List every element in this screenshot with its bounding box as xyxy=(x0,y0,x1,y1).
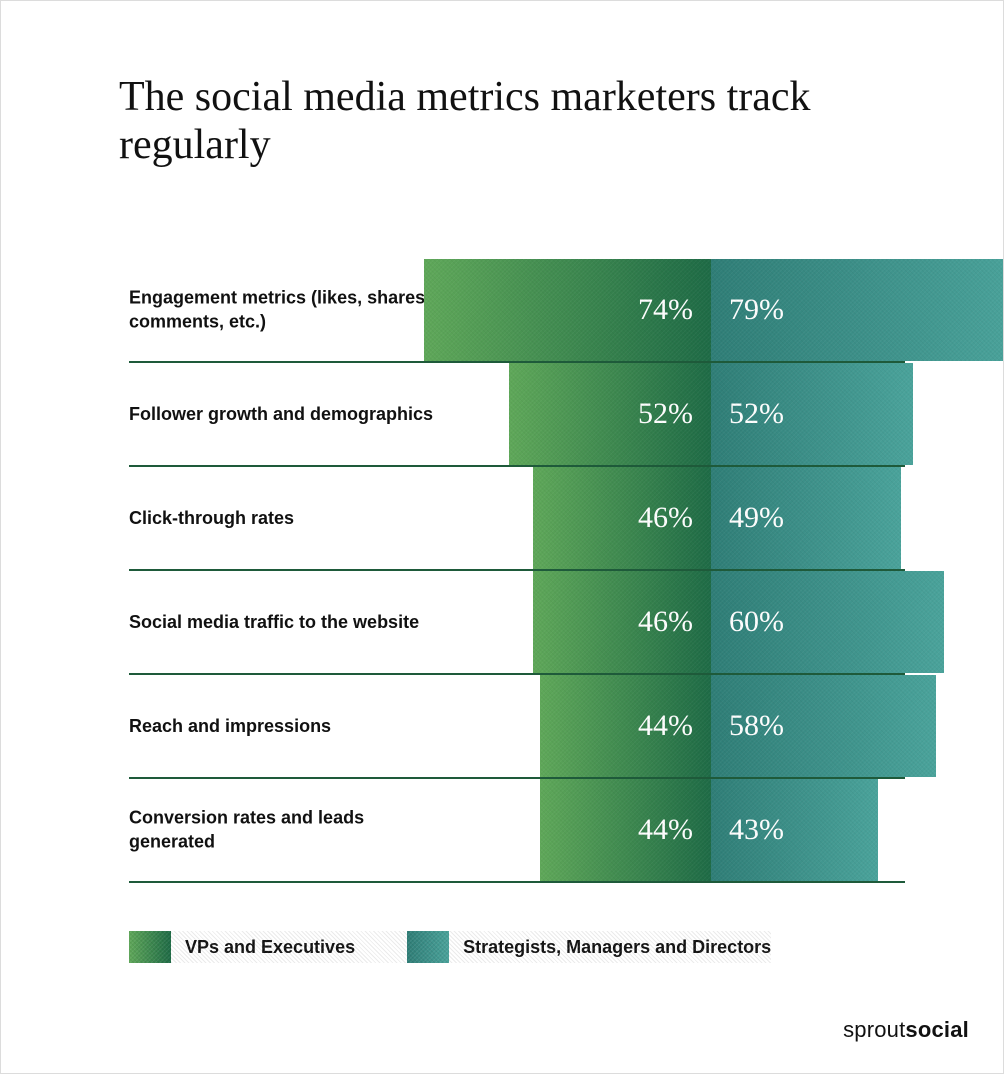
legend-item-left: VPs and Executives xyxy=(129,931,355,963)
bar-right-value: 43% xyxy=(711,813,802,847)
bar-left: 52% xyxy=(509,363,711,465)
row-label: Engagement metrics (likes, shares, comme… xyxy=(129,286,439,335)
bar-right-value: 52% xyxy=(711,397,802,431)
bar-left: 46% xyxy=(533,467,711,569)
bar-left: 44% xyxy=(540,675,711,777)
row-bars: 46%60% xyxy=(517,571,905,673)
legend-label-right: Strategists, Managers and Directors xyxy=(463,937,771,958)
legend-swatch-left xyxy=(129,931,171,963)
row-label: Social media traffic to the website xyxy=(129,610,419,634)
bar-left-value: 52% xyxy=(620,397,711,431)
legend: VPs and Executives Strategists, Managers… xyxy=(129,931,771,963)
legend-item-right: Strategists, Managers and Directors xyxy=(407,931,771,963)
chart-row: Conversion rates and leads generated 44%4… xyxy=(129,779,905,883)
infographic-canvas: The social media metrics marketers track… xyxy=(0,0,1004,1074)
row-bars: 46%49% xyxy=(517,467,905,569)
row-bars: 44%58% xyxy=(517,675,905,777)
row-bars: 74%79% xyxy=(517,259,905,361)
brand-part1: sprout xyxy=(843,1017,905,1042)
bar-right-value: 60% xyxy=(711,605,802,639)
brand-logo: sproutsocial xyxy=(843,1017,969,1043)
bar-left-value: 46% xyxy=(620,501,711,535)
row-label: Follower growth and demographics xyxy=(129,402,433,426)
bar-left-value: 44% xyxy=(620,709,711,743)
diverging-bar-chart: Engagement metrics (likes, shares, comme… xyxy=(129,259,905,883)
bar-left-value: 46% xyxy=(620,605,711,639)
bar-right: 79% xyxy=(711,259,1004,361)
legend-label-left: VPs and Executives xyxy=(185,937,355,958)
bar-right-value: 49% xyxy=(711,501,802,535)
chart-row: Social media traffic to the website 46%60… xyxy=(129,571,905,675)
bar-right: 43% xyxy=(711,779,878,881)
row-label: Reach and impressions xyxy=(129,714,331,738)
chart-title: The social media metrics marketers track… xyxy=(119,73,819,170)
bar-left-value: 44% xyxy=(620,813,711,847)
row-label: Click-through rates xyxy=(129,506,294,530)
bar-left: 44% xyxy=(540,779,711,881)
chart-row: Follower growth and demographics 52%52% xyxy=(129,363,905,467)
bar-left: 46% xyxy=(533,571,711,673)
bar-right-value: 79% xyxy=(711,293,802,327)
bar-right: 52% xyxy=(711,363,913,465)
chart-row: Reach and impressions 44%58% xyxy=(129,675,905,779)
row-label: Conversion rates and leads generated xyxy=(129,806,439,855)
row-bars: 44%43% xyxy=(517,779,905,881)
bar-left-value: 74% xyxy=(620,293,711,327)
brand-part2: social xyxy=(905,1017,969,1042)
bar-right: 58% xyxy=(711,675,936,777)
chart-row: Engagement metrics (likes, shares, comme… xyxy=(129,259,905,363)
row-bars: 52%52% xyxy=(517,363,905,465)
legend-swatch-right xyxy=(407,931,449,963)
bar-left: 74% xyxy=(424,259,711,361)
bar-right-value: 58% xyxy=(711,709,802,743)
bar-right: 60% xyxy=(711,571,944,673)
bar-right: 49% xyxy=(711,467,901,569)
chart-row: Click-through rates 46%49% xyxy=(129,467,905,571)
